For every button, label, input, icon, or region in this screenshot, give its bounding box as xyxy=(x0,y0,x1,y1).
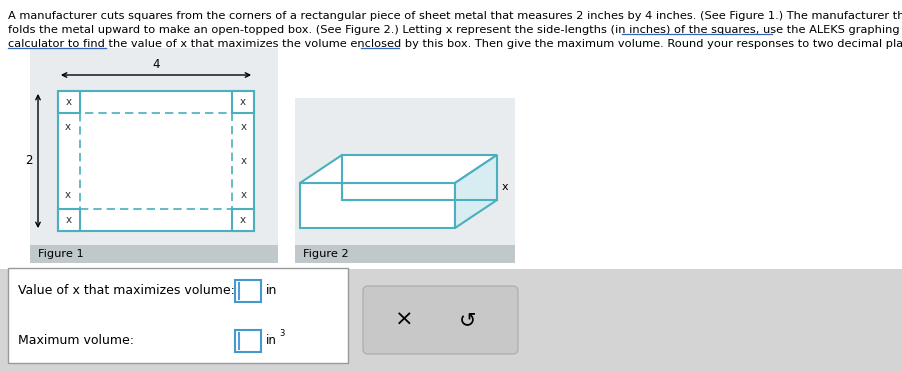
Text: x: x xyxy=(241,122,247,132)
Text: 4: 4 xyxy=(152,58,160,71)
Text: Maximum volume:: Maximum volume: xyxy=(18,335,134,348)
Text: in: in xyxy=(266,335,277,348)
Polygon shape xyxy=(300,155,497,183)
Bar xyxy=(80,113,232,209)
Polygon shape xyxy=(455,155,497,228)
Text: x: x xyxy=(241,190,247,200)
Bar xyxy=(295,98,515,263)
Bar xyxy=(30,48,278,263)
Text: Figure 2: Figure 2 xyxy=(303,249,349,259)
Text: x: x xyxy=(66,215,72,225)
Text: ↺: ↺ xyxy=(459,310,477,330)
Bar xyxy=(58,209,80,231)
Text: ×: × xyxy=(395,310,413,330)
Bar xyxy=(58,91,254,231)
Text: folds the metal upward to make an open-topped box. (See Figure 2.) Letting x rep: folds the metal upward to make an open-t… xyxy=(8,25,899,35)
Text: x: x xyxy=(66,97,72,107)
Bar xyxy=(300,183,455,228)
Bar xyxy=(30,245,278,263)
Bar xyxy=(295,245,515,263)
Text: 2: 2 xyxy=(25,154,32,167)
Text: in: in xyxy=(266,283,278,296)
FancyBboxPatch shape xyxy=(8,268,348,363)
Bar xyxy=(232,209,254,231)
Bar xyxy=(0,0,902,271)
Bar xyxy=(0,269,902,371)
FancyBboxPatch shape xyxy=(363,286,518,354)
Text: calculator to find the value of x that maximizes the volume enclosed by this box: calculator to find the value of x that m… xyxy=(8,39,902,49)
Text: 3: 3 xyxy=(279,329,284,338)
Text: x: x xyxy=(241,156,247,166)
Text: Figure 1: Figure 1 xyxy=(38,249,84,259)
Bar xyxy=(235,330,261,352)
Text: x: x xyxy=(502,183,509,193)
Text: x: x xyxy=(65,122,71,132)
Text: Value of x that maximizes volume:: Value of x that maximizes volume: xyxy=(18,283,235,296)
Text: x: x xyxy=(240,215,246,225)
Bar xyxy=(235,280,261,302)
Text: A manufacturer cuts squares from the corners of a rectangular piece of sheet met: A manufacturer cuts squares from the cor… xyxy=(8,11,902,21)
Text: x: x xyxy=(240,97,246,107)
Bar xyxy=(232,91,254,113)
Bar xyxy=(58,91,80,113)
Text: x: x xyxy=(65,190,71,200)
